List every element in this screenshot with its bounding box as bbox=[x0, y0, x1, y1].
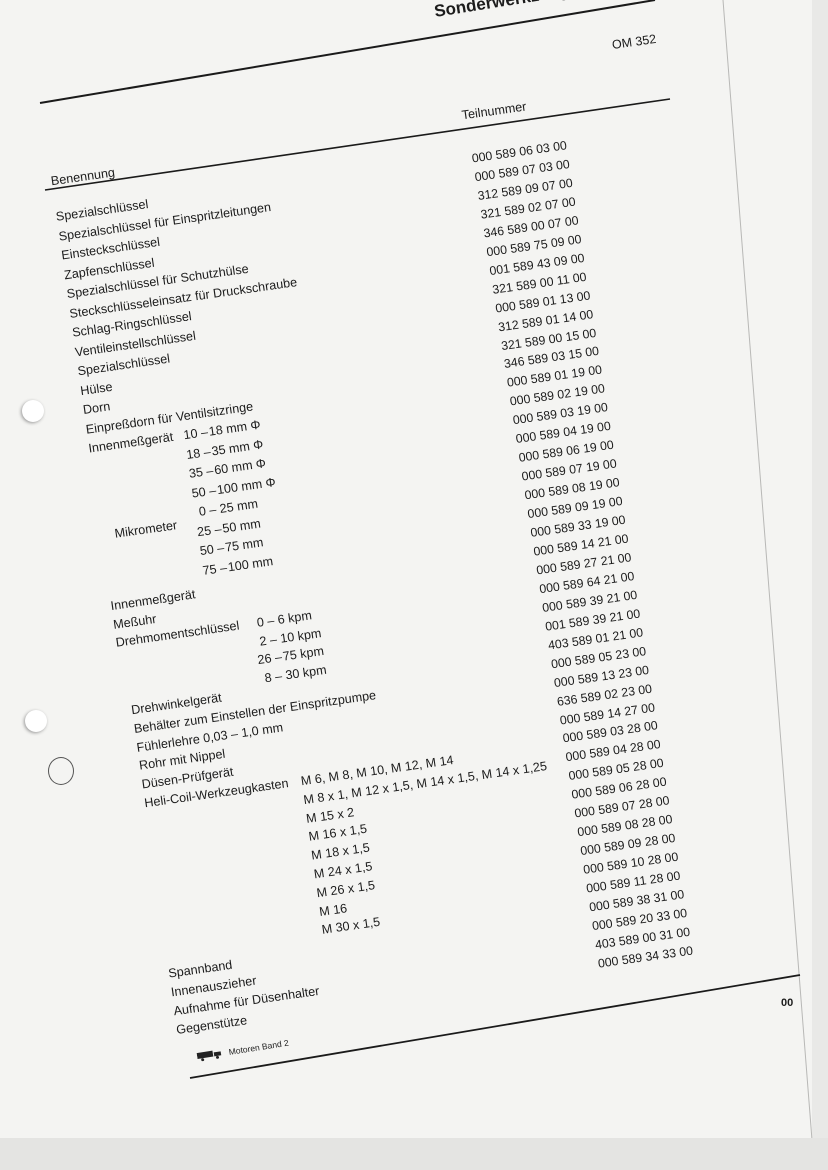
range-from: 10 – bbox=[182, 424, 209, 443]
header-rule bbox=[44, 98, 671, 191]
item-name: Dorn bbox=[82, 399, 112, 417]
scan-margin bbox=[0, 1138, 828, 1170]
page-number: 00 bbox=[781, 997, 794, 1009]
range-from: 0 – bbox=[197, 502, 218, 519]
title-rule bbox=[39, 0, 656, 104]
range-from: 8 – bbox=[263, 668, 283, 685]
punch-hole bbox=[22, 400, 44, 422]
range-from: 18 – bbox=[185, 444, 212, 462]
item-name: Hülse bbox=[79, 379, 114, 398]
bottom-rule bbox=[189, 974, 801, 1079]
range-from: 50 – bbox=[198, 540, 226, 559]
range-from: 2 – bbox=[258, 631, 278, 649]
range-from: 25 – bbox=[196, 521, 223, 539]
punch-hole bbox=[25, 710, 47, 732]
footer: Motoren Band 2 bbox=[196, 1038, 289, 1062]
punch-hole-outline bbox=[48, 757, 74, 785]
range-from: 75 – bbox=[201, 560, 228, 578]
range-from: 50 – bbox=[190, 482, 217, 501]
range-from: 0 – bbox=[255, 613, 276, 630]
page-edge bbox=[722, 0, 813, 1141]
range-from: 35 – bbox=[188, 463, 215, 481]
range-from: 26 – bbox=[256, 649, 283, 668]
truck-icon bbox=[196, 1050, 222, 1062]
spec-value: M 16 bbox=[318, 900, 348, 919]
